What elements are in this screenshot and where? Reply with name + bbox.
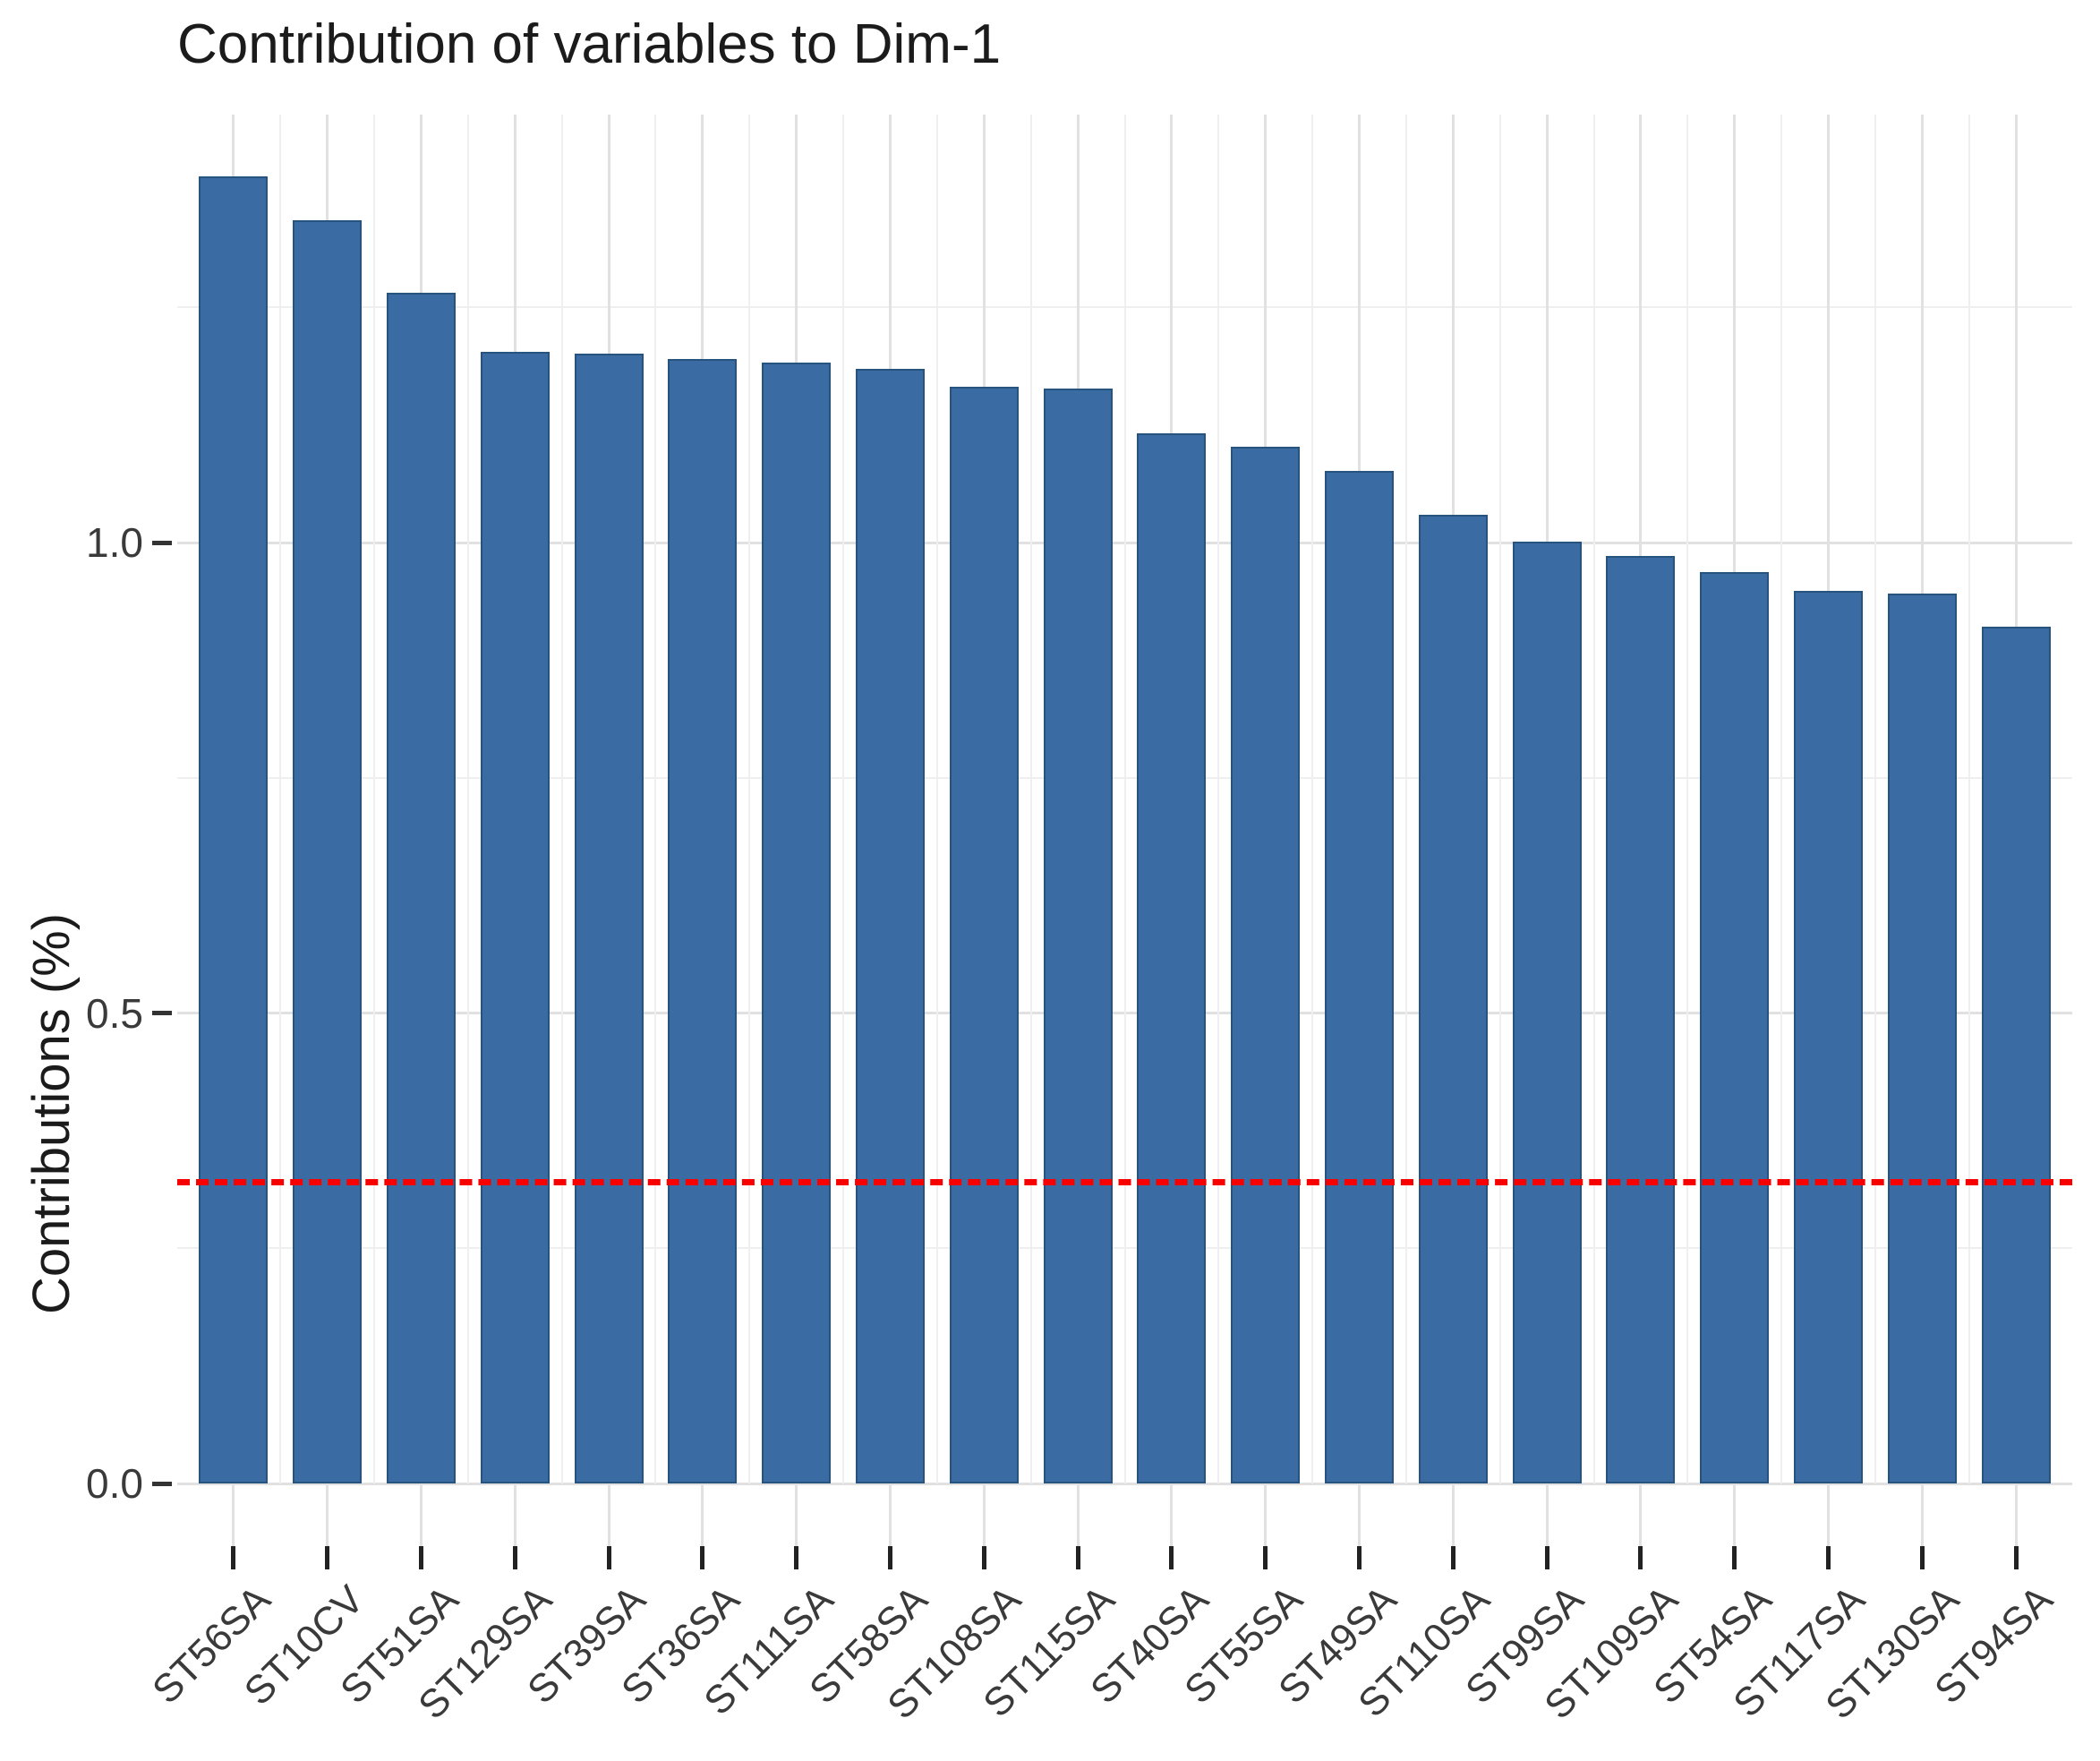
x-tick-mark xyxy=(981,1546,986,1569)
x-tick-mark xyxy=(231,1546,236,1569)
x-tick-stem xyxy=(607,1483,610,1546)
x-tick-mark xyxy=(325,1546,330,1569)
x-tick-stem xyxy=(513,1483,516,1546)
v-gridline-minor xyxy=(1029,115,1032,1483)
x-tick-stem xyxy=(1076,1483,1080,1546)
chart-title: Contribution of variables to Dim-1 xyxy=(177,13,1002,75)
bar-ST10CV xyxy=(293,219,363,1483)
x-tick-mark xyxy=(1357,1546,1362,1569)
bar-ST39SA xyxy=(574,353,644,1483)
v-gridline-minor xyxy=(1686,115,1689,1483)
bar-ST108SA xyxy=(949,386,1019,1483)
x-tick-mark xyxy=(794,1546,799,1569)
y-axis-title: Contributions (%) xyxy=(22,912,81,1314)
bar-ST40SA xyxy=(1137,433,1207,1483)
h-gridline-major xyxy=(177,1482,2072,1485)
v-gridline-minor xyxy=(466,115,469,1483)
x-tick-stem xyxy=(1264,1483,1268,1546)
y-tick-label: 1.0 xyxy=(86,519,143,567)
bar-ST51SA xyxy=(386,292,456,1483)
v-gridline-minor xyxy=(842,115,845,1483)
x-tick-mark xyxy=(1450,1546,1455,1569)
bar-ST99SA xyxy=(1512,542,1582,1483)
bar-ST109SA xyxy=(1606,555,1676,1483)
y-tick-label: 0.0 xyxy=(86,1460,143,1507)
x-tick-stem xyxy=(1545,1483,1549,1546)
x-tick-stem xyxy=(419,1483,423,1546)
bar-ST111SA xyxy=(762,363,832,1483)
x-tick-mark xyxy=(1732,1546,1737,1569)
v-gridline-minor xyxy=(1123,115,1126,1483)
x-tick-mark xyxy=(418,1546,423,1569)
x-tick-mark xyxy=(1638,1546,1643,1569)
x-tick-stem xyxy=(1827,1483,1830,1546)
x-tick-mark xyxy=(887,1546,892,1569)
bar-ST110SA xyxy=(1418,514,1488,1483)
bar-ST49SA xyxy=(1325,471,1394,1483)
bar-ST117SA xyxy=(1794,590,1863,1483)
x-tick-stem xyxy=(1639,1483,1643,1546)
x-tick-stem xyxy=(1451,1483,1455,1546)
v-gridline-minor xyxy=(935,115,938,1483)
v-gridline-minor xyxy=(1498,115,1501,1483)
x-tick-mark xyxy=(1544,1546,1549,1569)
x-tick-mark xyxy=(512,1546,517,1569)
v-gridline-minor xyxy=(279,115,282,1483)
x-tick-stem xyxy=(701,1483,704,1546)
v-gridline-minor xyxy=(1311,115,1314,1483)
threshold-line xyxy=(177,1179,2072,1186)
v-gridline-minor xyxy=(654,115,657,1483)
x-tick-stem xyxy=(232,1483,235,1546)
x-tick-stem xyxy=(795,1483,798,1546)
bar-ST36SA xyxy=(668,359,738,1483)
v-gridline-minor xyxy=(560,115,563,1483)
x-tick-stem xyxy=(1358,1483,1361,1546)
x-tick-mark xyxy=(2013,1546,2019,1569)
y-tick-mark xyxy=(152,1481,172,1486)
x-tick-mark xyxy=(1919,1546,1925,1569)
x-tick-stem xyxy=(1920,1483,1924,1546)
bar-ST55SA xyxy=(1231,446,1301,1483)
x-tick-stem xyxy=(1733,1483,1737,1546)
x-tick-mark xyxy=(1826,1546,1831,1569)
v-gridline-minor xyxy=(373,115,376,1483)
x-tick-stem xyxy=(888,1483,892,1546)
x-tick-mark xyxy=(1169,1546,1174,1569)
v-gridline-minor xyxy=(748,115,751,1483)
v-gridline-minor xyxy=(1780,115,1783,1483)
bar-ST54SA xyxy=(1700,571,1770,1483)
v-gridline-minor xyxy=(1592,115,1595,1483)
x-tick-mark xyxy=(606,1546,611,1569)
x-tick-stem xyxy=(1170,1483,1174,1546)
x-tick-mark xyxy=(1075,1546,1080,1569)
x-tick-stem xyxy=(982,1483,986,1546)
x-tick-mark xyxy=(1263,1546,1268,1569)
bar-ST56SA xyxy=(199,176,269,1483)
bar-ST58SA xyxy=(855,368,925,1483)
bar-ST129SA xyxy=(480,351,550,1483)
y-tick-mark xyxy=(152,540,172,545)
y-tick-mark xyxy=(152,1011,172,1016)
v-gridline-minor xyxy=(1968,115,1970,1483)
x-tick-stem xyxy=(2014,1483,2018,1546)
v-gridline-minor xyxy=(1217,115,1220,1483)
bar-ST115SA xyxy=(1043,388,1113,1483)
v-gridline-minor xyxy=(1874,115,1876,1483)
bar-ST130SA xyxy=(1887,593,1957,1483)
x-tick-mark xyxy=(700,1546,705,1569)
bar-ST94SA xyxy=(1981,626,2051,1483)
v-gridline-minor xyxy=(1404,115,1407,1483)
y-tick-label: 0.5 xyxy=(86,989,143,1037)
x-tick-stem xyxy=(326,1483,329,1546)
